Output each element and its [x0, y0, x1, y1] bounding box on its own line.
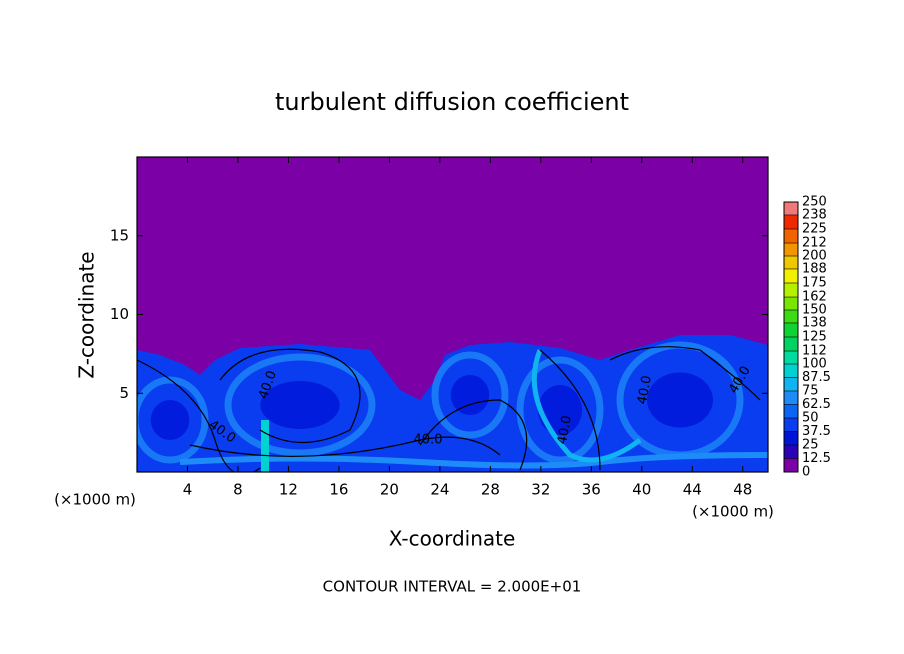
x-unit: (×1000 m) [692, 503, 774, 521]
colorbar-label: 100 [802, 357, 827, 372]
colorbar-band [784, 256, 798, 269]
colorbar-band [784, 445, 798, 459]
field-core [260, 381, 340, 429]
colorbar-label: 238 [802, 207, 827, 222]
colorbar-band [784, 297, 798, 310]
contour-line [189, 436, 501, 457]
contour-label: 40.0 [635, 374, 655, 405]
x-tick-label: 32 [531, 481, 550, 499]
colorbar-label: 50 [802, 411, 819, 426]
colorbar-label: 25 [802, 438, 819, 453]
x-tick-label: 20 [380, 481, 399, 499]
colorbar-band [784, 431, 798, 445]
colorbar-band [784, 391, 798, 405]
x-tick-label: 36 [582, 481, 601, 499]
colorbar-label: 212 [802, 236, 827, 251]
x-axis-label: X-coordinate [389, 527, 516, 551]
field-swirl [516, 356, 604, 464]
colorbar-band [784, 310, 798, 323]
colorbar-band [784, 229, 798, 244]
colorbar-band [784, 377, 798, 391]
y-tick-label: 5 [119, 384, 129, 402]
field-core [450, 375, 490, 415]
field [137, 157, 768, 472]
y-unit: (×1000 m) [54, 491, 136, 509]
colorbar-label: 0 [802, 465, 810, 480]
colorbar-label: 12.5 [802, 451, 831, 466]
x-tick-label: 24 [430, 481, 449, 499]
colorbar-label: 250 [802, 195, 827, 210]
x-tick-label: 8 [233, 481, 243, 499]
field-swirl [431, 351, 509, 439]
colorbar-band [784, 283, 798, 298]
contour-line [609, 346, 761, 401]
colorbar-label: 138 [802, 315, 827, 330]
colorbar-band [784, 418, 798, 432]
colorbar-band [784, 268, 798, 283]
colorbar-band [784, 243, 798, 256]
colorbar-label: 75 [802, 384, 819, 399]
colorbar-label: 112 [802, 344, 827, 359]
y-axis-label: Z-coordinate [75, 251, 99, 378]
colorbar-label: 37.5 [802, 424, 831, 439]
colorbar-band [784, 404, 798, 418]
colorbar-label: 225 [802, 222, 827, 237]
x-tick-label: 48 [733, 481, 752, 499]
y-tick-label: 10 [110, 305, 129, 323]
colorbar-label: 200 [802, 249, 827, 264]
colorbar-label: 162 [802, 290, 827, 305]
colorbar-band [784, 351, 798, 364]
colorbar-band [784, 458, 798, 472]
colorbar-band [784, 202, 798, 215]
colorbar-band [784, 214, 798, 229]
x-tick-label: 28 [481, 481, 500, 499]
contour-line [419, 399, 528, 471]
x-tick-label: 12 [279, 481, 298, 499]
colorbar-label: 188 [802, 261, 827, 276]
y-tick-label: 15 [110, 226, 129, 244]
field-region [137, 335, 768, 472]
colorbar-label: 175 [802, 276, 827, 291]
field-streak [179, 452, 768, 469]
field-plume [261, 420, 269, 472]
colorbar-label: 150 [802, 303, 827, 318]
colorbar-band [784, 337, 798, 352]
x-tick-label: 16 [329, 481, 348, 499]
chart-title: turbulent diffusion coefficient [275, 88, 629, 116]
contour-label: 40.0 [555, 414, 575, 445]
colorbar-band [784, 322, 798, 337]
field-plume [531, 349, 642, 463]
x-tick-label: 40 [632, 481, 651, 499]
field-swirl [224, 353, 376, 457]
annotation: CONTOUR INTERVAL = 2.000E+01 [323, 578, 582, 596]
colorbar-label: 62.5 [802, 397, 831, 412]
colorbar-band [784, 364, 798, 378]
contour-line [539, 349, 601, 471]
contour-line [219, 348, 361, 444]
colorbar-label: 87.5 [802, 370, 831, 385]
contour-line [137, 359, 261, 472]
field-core [150, 400, 190, 440]
x-tick-label: 44 [683, 481, 702, 499]
x-tick-label: 4 [183, 481, 193, 499]
contour-label: 40.0 [414, 433, 443, 448]
colorbar-label: 125 [802, 330, 827, 345]
field-core [647, 372, 713, 428]
